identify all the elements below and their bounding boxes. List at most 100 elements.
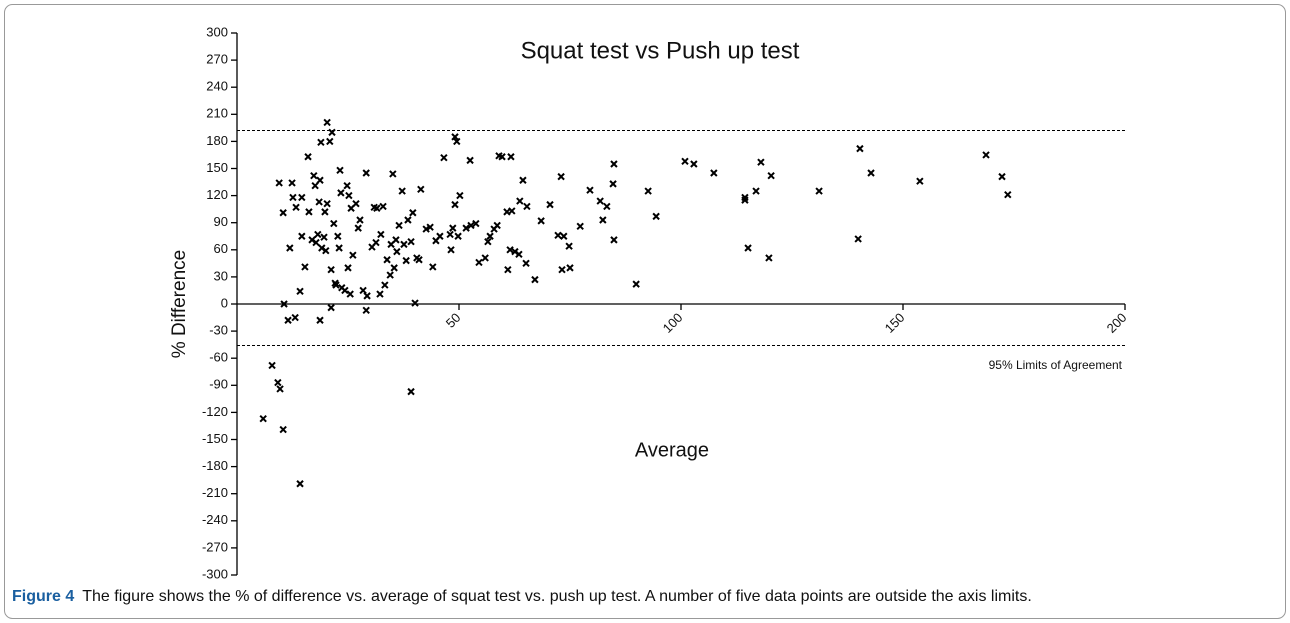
point <box>916 177 924 185</box>
caption: Figure 4 The figure shows the % of differ… <box>12 588 1032 605</box>
y-tick-label: -150 <box>202 431 228 446</box>
point <box>323 200 331 208</box>
point <box>292 203 300 212</box>
point <box>379 202 387 211</box>
point <box>440 153 448 162</box>
point <box>467 221 475 230</box>
point <box>484 237 492 246</box>
annotation: 95% Limits of Agreement <box>989 358 1123 372</box>
y-tick-label: 240 <box>206 79 228 94</box>
x-tick-label: 200 <box>1104 310 1130 336</box>
point <box>436 232 444 240</box>
point <box>451 133 459 141</box>
point <box>451 200 459 209</box>
point <box>402 256 410 265</box>
point <box>332 281 340 289</box>
point <box>288 179 296 187</box>
y-tick-label: 300 <box>206 24 228 39</box>
x-axis-label: Average <box>635 439 709 461</box>
point <box>417 185 425 193</box>
point <box>359 286 367 295</box>
point <box>744 244 752 252</box>
y-tick-label: 30 <box>214 268 228 283</box>
point <box>558 265 566 274</box>
point <box>815 187 823 195</box>
y-tick-label: -90 <box>209 377 228 392</box>
point <box>462 224 470 232</box>
point <box>565 242 573 250</box>
point <box>291 313 299 322</box>
y-tick-label: 210 <box>206 106 228 121</box>
point <box>341 286 349 295</box>
point <box>481 254 489 262</box>
point <box>395 221 403 230</box>
point <box>286 244 294 252</box>
point <box>317 138 325 147</box>
y-tick-label: -240 <box>202 512 228 527</box>
point <box>274 378 282 387</box>
point <box>386 271 394 279</box>
chart-title: Squat test vs Push up test <box>521 37 800 64</box>
y-tick-label: 180 <box>206 133 228 148</box>
point <box>276 385 284 393</box>
y-tick-label: -210 <box>202 485 228 500</box>
point <box>352 200 360 208</box>
point <box>322 246 330 255</box>
point <box>449 224 457 232</box>
point <box>298 232 306 240</box>
point <box>741 196 749 204</box>
y-tick-label: 120 <box>206 187 228 202</box>
point <box>301 263 309 271</box>
point <box>275 179 283 187</box>
point <box>537 217 545 225</box>
point <box>393 247 401 256</box>
point <box>289 193 297 202</box>
point <box>337 189 345 197</box>
point <box>557 172 565 181</box>
point <box>447 246 455 254</box>
point <box>409 209 417 217</box>
point <box>415 256 423 264</box>
point <box>475 258 483 267</box>
point <box>515 250 523 259</box>
point <box>854 235 862 243</box>
caption-label: Figure 4 <box>12 588 74 605</box>
point <box>609 180 617 188</box>
y-tick-label: -300 <box>202 566 228 581</box>
point <box>586 186 594 194</box>
point <box>560 232 568 240</box>
point <box>336 166 344 175</box>
point <box>259 415 267 423</box>
x-tick-label: 50 <box>443 310 464 331</box>
point <box>632 280 640 288</box>
point <box>596 197 604 205</box>
point <box>328 128 336 137</box>
point <box>304 153 312 161</box>
point <box>404 216 412 224</box>
point <box>856 144 864 153</box>
point <box>280 300 288 308</box>
point <box>504 265 512 274</box>
point <box>376 290 384 298</box>
point <box>373 204 381 212</box>
figure-border <box>4 4 1286 619</box>
point <box>681 157 689 165</box>
point <box>566 264 574 272</box>
point <box>334 232 342 240</box>
y-tick-label: 150 <box>206 160 228 175</box>
point <box>389 170 397 178</box>
point <box>383 256 391 264</box>
point <box>599 216 607 224</box>
y-tick-label: -60 <box>209 350 228 365</box>
point <box>363 292 371 300</box>
point <box>312 238 320 247</box>
point <box>493 221 501 230</box>
caption-text: The figure shows the % of difference vs.… <box>82 588 1032 605</box>
point <box>316 176 324 184</box>
point <box>411 299 419 307</box>
point <box>867 169 875 177</box>
point <box>422 225 430 233</box>
point <box>310 172 318 180</box>
point <box>752 187 760 195</box>
y-tick-label: 90 <box>214 214 228 229</box>
